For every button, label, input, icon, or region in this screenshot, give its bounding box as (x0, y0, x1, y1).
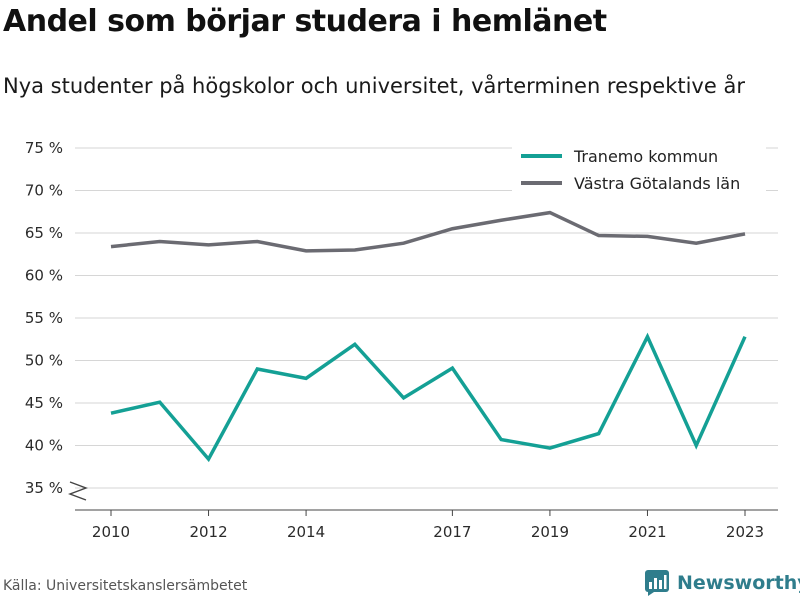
data-point[interactable] (595, 430, 603, 438)
brand-name: Newsworthy (677, 572, 800, 594)
data-point[interactable] (643, 232, 651, 240)
axes: 35 % 40 % 45 % 50 % 55 % 60 % 65 % 70 % 75 % 2010… (25, 139, 778, 541)
data-point[interactable] (351, 340, 359, 348)
data-point[interactable] (302, 247, 310, 255)
legend: Tranemo kommun Västra Götalands län (512, 140, 766, 198)
y-tick-label: 65 % (25, 224, 63, 242)
data-point[interactable] (448, 364, 456, 372)
source-note: Källa: Universitetskanslersämbetet (3, 578, 248, 594)
chart-subtitle: Nya studenter på högskolor och universit… (3, 74, 745, 98)
data-point[interactable] (595, 232, 603, 240)
data-point[interactable] (205, 455, 213, 463)
data-point[interactable] (692, 442, 700, 450)
chart-title: Andel som börjar studera i hemlänet (3, 4, 607, 39)
data-point[interactable] (107, 243, 115, 251)
data-point[interactable] (351, 246, 359, 254)
data-point[interactable] (692, 239, 700, 247)
x-tick-label: 2010 (92, 523, 130, 541)
data-point[interactable] (497, 436, 505, 444)
grid-lines (75, 147, 778, 489)
series-lines (107, 209, 749, 463)
x-tick-label: 2014 (287, 523, 325, 541)
line-chart: 35 % 40 % 45 % 50 % 55 % 60 % 65 % 70 % 75 % 2010… (25, 139, 778, 541)
data-point[interactable] (497, 216, 505, 224)
y-tick-label: 45 % (25, 394, 63, 412)
legend-label: Tranemo kommun (573, 147, 718, 166)
data-point[interactable] (448, 225, 456, 233)
data-point[interactable] (741, 333, 749, 341)
data-point[interactable] (156, 238, 164, 246)
y-tick-label: 75 % (25, 139, 63, 157)
data-point[interactable] (156, 398, 164, 406)
y-axis-break-icon (68, 481, 88, 501)
x-tick-label: 2017 (433, 523, 471, 541)
data-point[interactable] (643, 333, 651, 341)
y-tick-label: 35 % (25, 479, 63, 497)
data-point[interactable] (302, 374, 310, 382)
y-tick-label: 70 % (25, 182, 63, 200)
data-point[interactable] (546, 209, 554, 217)
data-point[interactable] (253, 365, 261, 373)
y-tick-label: 50 % (25, 352, 63, 370)
data-point[interactable] (741, 230, 749, 238)
data-point[interactable] (400, 239, 408, 247)
y-tick-label: 40 % (25, 437, 63, 455)
y-tick-label: 55 % (25, 309, 63, 327)
x-tick-label: 2019 (531, 523, 569, 541)
y-tick-label: 60 % (25, 267, 63, 285)
legend-background (512, 140, 766, 198)
x-tick-label: 2023 (726, 523, 764, 541)
legend-label: Västra Götalands län (574, 174, 740, 193)
data-point[interactable] (253, 238, 261, 246)
data-point[interactable] (546, 444, 554, 452)
x-tick-label: 2021 (628, 523, 666, 541)
data-point[interactable] (205, 241, 213, 249)
series-line-vastra-gotaland[interactable] (110, 210, 746, 253)
brand-logo[interactable]: Newsworthy (645, 570, 800, 596)
series-line-tranemo[interactable] (110, 332, 747, 463)
newsworthy-logo-icon (645, 570, 669, 596)
data-point[interactable] (400, 394, 408, 402)
x-tick-label: 2012 (189, 523, 227, 541)
data-point[interactable] (107, 409, 115, 417)
